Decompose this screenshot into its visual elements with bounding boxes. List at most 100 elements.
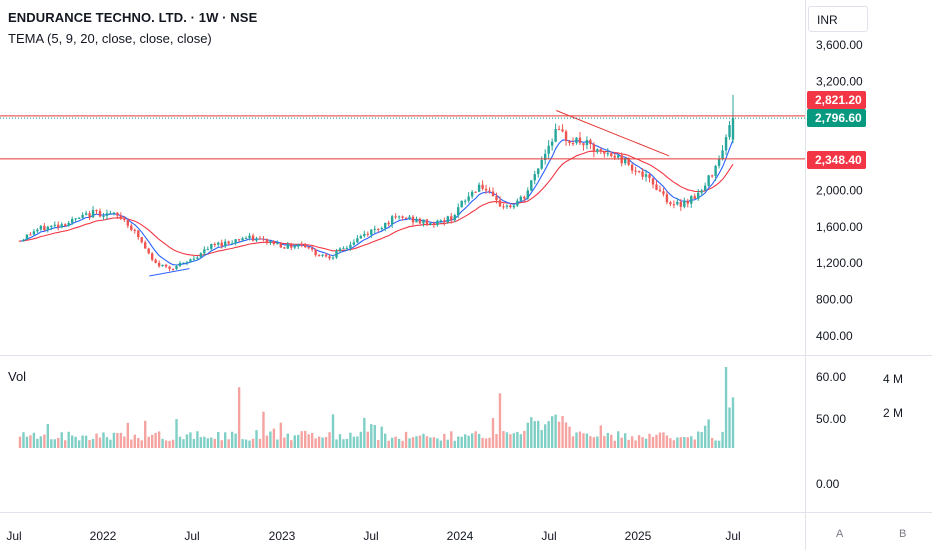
volume-bar <box>509 434 512 448</box>
candle-body <box>140 237 143 243</box>
volume-bar <box>57 437 60 448</box>
time-tick-label: Jul <box>725 529 740 543</box>
candle-body <box>119 215 123 219</box>
candle-body <box>182 262 185 264</box>
candle-body <box>401 216 404 218</box>
candle-body <box>397 216 401 218</box>
log-scale-button[interactable]: B <box>899 528 907 540</box>
volume-bar <box>547 421 550 448</box>
candle-body <box>630 164 634 171</box>
candle-body <box>721 150 724 159</box>
volume-bar <box>397 438 401 448</box>
volume-bar <box>390 437 394 448</box>
volume-bar <box>272 428 276 448</box>
candle-body <box>422 219 425 224</box>
candle-body <box>314 249 317 256</box>
indicator-legend[interactable]: TEMA (5, 9, 20, close, close, close) <box>8 31 212 46</box>
candle-body <box>700 190 703 193</box>
trendline-resistance <box>556 110 670 157</box>
candle-body <box>224 241 227 247</box>
currency-button[interactable]: INR <box>808 6 868 32</box>
candle-body <box>366 233 370 235</box>
candle-body <box>662 191 665 195</box>
volume-bar <box>290 440 293 448</box>
volume-bar <box>304 430 307 448</box>
auto-scale-button[interactable]: A <box>836 528 844 540</box>
candle-body <box>154 259 157 263</box>
candle-body <box>349 244 352 248</box>
candle-body <box>637 171 641 173</box>
volume-bar <box>168 440 171 448</box>
volume-bar <box>425 436 429 448</box>
volume-bar <box>550 416 554 448</box>
candle-body <box>178 262 182 266</box>
candle-body <box>703 185 707 191</box>
candle-body <box>237 239 241 241</box>
volume-bar <box>335 439 338 448</box>
candle-body <box>276 243 279 245</box>
volume-bar <box>366 431 370 448</box>
volume-bar <box>477 433 481 448</box>
volume-bar <box>213 438 216 448</box>
volume-bar <box>175 419 178 448</box>
time-tick-label: Jul <box>541 529 556 543</box>
candle-body <box>377 228 380 230</box>
candle-body <box>589 140 592 144</box>
volume-bar <box>91 438 95 448</box>
volume-bar <box>676 437 679 448</box>
volume-bar <box>328 432 331 448</box>
price-label-box[interactable] <box>807 91 866 109</box>
volume-bar <box>641 437 644 448</box>
symbol-title[interactable]: ENDURANCE TECHNO. LTD. · 1W · NSE <box>8 10 258 25</box>
candle-body <box>105 213 109 216</box>
candle-body <box>206 248 210 250</box>
price-label-text: 2,821.20 <box>815 93 862 107</box>
price-label-box[interactable] <box>807 109 866 127</box>
volume-bar <box>164 440 168 448</box>
volume-bar <box>651 436 655 448</box>
volume-bar <box>603 436 606 448</box>
candle-body <box>460 200 463 208</box>
volume-bar <box>404 431 408 448</box>
volume-tick-label: 60.00 <box>816 370 846 384</box>
candle-body <box>613 155 616 158</box>
candle-body <box>297 244 300 247</box>
candle-body <box>502 206 505 208</box>
candle-body <box>432 223 436 226</box>
volume-bar <box>147 436 150 448</box>
candle-body <box>526 190 529 199</box>
volume-bar <box>18 436 22 448</box>
volume-bar <box>352 436 356 448</box>
price-tick-label: 3,200.00 <box>816 74 863 88</box>
volume-bar <box>470 433 474 448</box>
candle-body <box>133 229 136 231</box>
candle-body <box>300 244 303 246</box>
volume-bar <box>707 419 710 448</box>
volume-bar <box>665 435 669 448</box>
volume-bar <box>29 435 32 448</box>
candle-body <box>175 265 178 269</box>
candle-body <box>408 216 411 219</box>
volume-legend[interactable]: Vol <box>8 369 27 384</box>
candle-body <box>457 207 460 216</box>
candle-body <box>648 174 651 179</box>
candle-body <box>126 219 130 226</box>
volume-bar <box>265 435 269 448</box>
candle-body <box>310 247 314 250</box>
volume-bar <box>297 434 300 448</box>
price-label-box[interactable] <box>807 151 866 169</box>
candle-body <box>255 238 258 241</box>
candle-body <box>606 153 609 155</box>
candle-body <box>164 264 168 267</box>
volume-bar <box>606 432 609 448</box>
volume-bar <box>345 438 349 448</box>
candle-body <box>519 196 523 201</box>
candle-body <box>70 218 74 223</box>
candle-body <box>168 266 171 269</box>
volume-bar <box>25 436 29 448</box>
candle-body <box>557 129 561 131</box>
candle-body <box>505 205 509 207</box>
candle-body <box>370 229 373 235</box>
volume-bar <box>655 434 658 448</box>
